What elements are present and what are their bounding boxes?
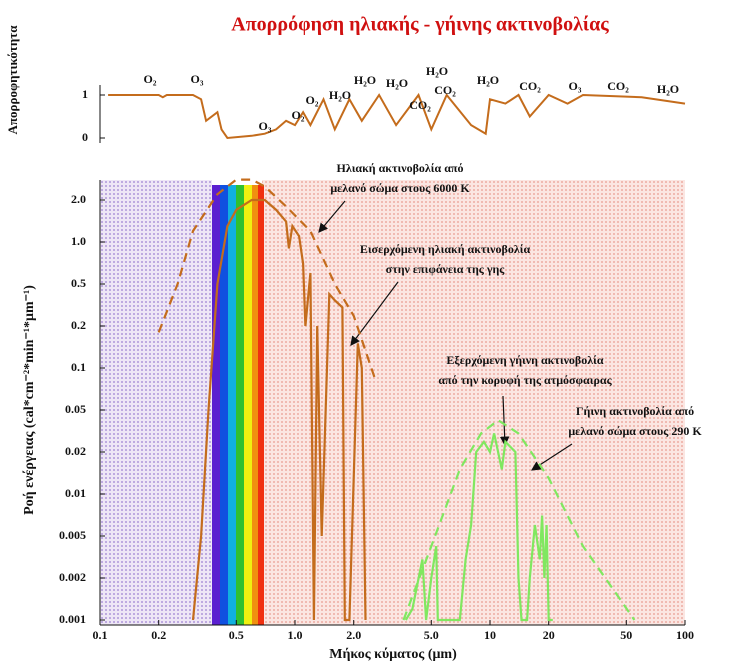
x-tick-label: 0.5 <box>229 628 244 642</box>
y-tick-label: 1 <box>82 87 88 101</box>
annotation: από την κορυφή της ατμόσφαιρας <box>438 373 612 387</box>
gas-label: O₂ <box>306 93 319 107</box>
annotation: στην επιφάνεια της γης <box>386 262 506 276</box>
y-tick-label: 0.5 <box>71 276 86 290</box>
arrows <box>318 200 573 471</box>
y-tick-label: 0.002 <box>59 570 86 584</box>
spectrum-line <box>402 418 636 621</box>
x-tick-label: 2.0 <box>346 628 361 642</box>
spectrum-line <box>404 433 553 622</box>
gas-label: H₂O <box>426 64 448 78</box>
y-tick-label: 0.01 <box>65 486 86 500</box>
gas-label: O₃ <box>259 119 272 133</box>
y-tick-label: 0.2 <box>71 318 86 332</box>
x-tick-label: 0.2 <box>151 628 166 642</box>
gas-label: H₂O <box>329 88 351 102</box>
annotation: Εισερχόμενη ηλιακή ακτινοβολία <box>360 242 531 256</box>
y-tick-label: 0.02 <box>65 444 86 458</box>
spectrum-line <box>191 198 367 622</box>
annotation: μελανό σώμα στους 290 Κ <box>568 424 702 438</box>
x-tick-label: 50 <box>620 628 632 642</box>
annotation: Ηλιακή ακτινοβολία από <box>336 161 463 175</box>
y-axis-label: Απορροφητικότητα <box>5 25 20 135</box>
visible-spectrum <box>212 185 264 625</box>
y-tick-label: 0.001 <box>59 612 86 626</box>
x-tick-label: 5.0 <box>424 628 439 642</box>
y-tick-label: 1.0 <box>71 234 86 248</box>
ir-region <box>262 180 685 625</box>
absorption-line <box>108 92 686 140</box>
gas-label: O₃ <box>191 72 204 86</box>
gas-label: CO₂ <box>607 79 629 93</box>
gas-label: H₂O <box>386 76 408 90</box>
annotation: Εξερχόμενη γήινη ακτινοβολία <box>446 353 603 367</box>
gas-label: CO₂ <box>519 79 541 93</box>
title: Απορρόφηση ηλιακής - γήινης ακτινοβολίας <box>231 14 609 36</box>
x-tick-label: 10 <box>484 628 496 642</box>
annotation: Γήινη ακτινοβολία από <box>576 404 694 418</box>
x-tick-label: 0.1 <box>93 628 108 642</box>
gas-label: H₂O <box>477 73 499 87</box>
y-axis-label: Ροή ενέργειας (cal*cm⁻²*min⁻¹*μm⁻¹) <box>22 285 37 515</box>
y-tick-label: 0.05 <box>65 402 86 416</box>
gas-label: CO₂ <box>434 83 456 97</box>
x-tick-label: 1.0 <box>288 628 303 642</box>
gas-label: O₃ <box>569 79 582 93</box>
gas-label: O₂ <box>292 108 305 122</box>
gas-label: H₂O <box>354 73 376 87</box>
annotation: μελανό σώμα στους 6000 Κ <box>330 181 470 195</box>
gas-label: O₂ <box>144 72 157 86</box>
y-tick-label: 0 <box>82 130 88 144</box>
spectrum-line <box>157 178 377 382</box>
x-tick-label: 20 <box>543 628 555 642</box>
gas-label: CO₂ <box>409 98 431 112</box>
y-tick-label: 2.0 <box>71 192 86 206</box>
y-tick-label: 0.1 <box>71 360 86 374</box>
x-axis-label: Μήκος κύματος (μm) <box>329 647 457 662</box>
uv-region <box>100 180 212 625</box>
y-tick-label: 0.005 <box>59 528 86 542</box>
gas-label: H₂O <box>657 82 679 96</box>
x-tick-label: 100 <box>676 628 694 642</box>
